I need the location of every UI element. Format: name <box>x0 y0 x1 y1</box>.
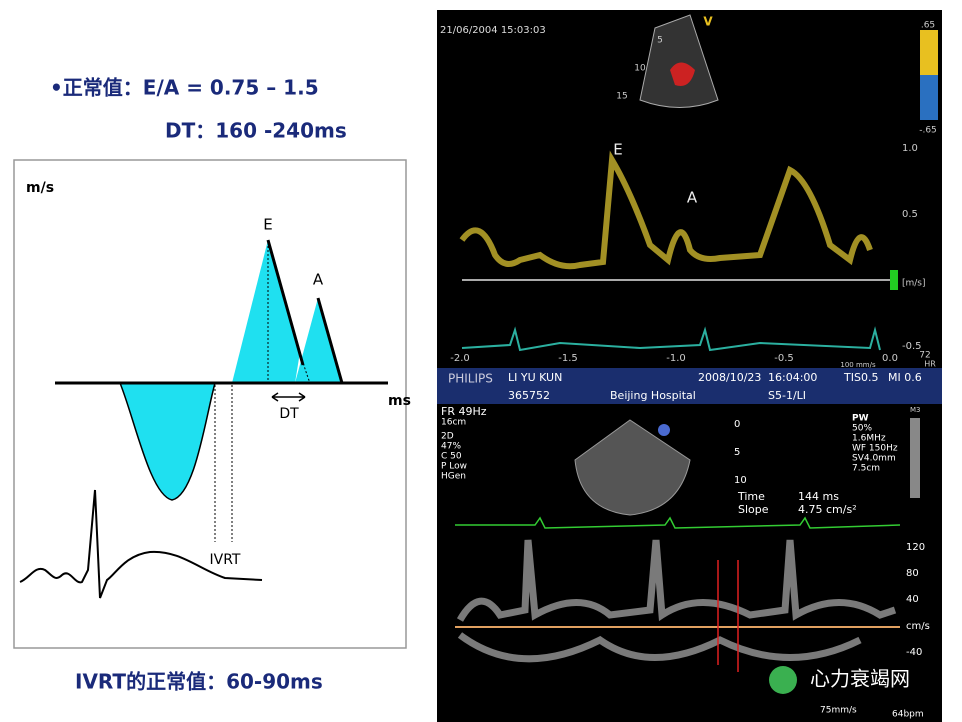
wave-label: A <box>313 271 324 289</box>
ecg-trace <box>455 516 901 529</box>
time-label: -1.0 <box>666 353 686 364</box>
velocity-label: -40 <box>906 647 922 658</box>
patient: LI YU KUN <box>508 371 562 384</box>
ecg-trace <box>19 489 263 599</box>
doppler-param: 7.5cm <box>852 464 880 474</box>
time-label: -0.5 <box>774 353 794 364</box>
echo-bottom-image <box>437 368 942 722</box>
image-param: C 50 <box>441 452 462 462</box>
doppler-spectrum <box>456 539 897 663</box>
sweep: 100 mm/s <box>840 361 876 369</box>
caliper-line <box>717 560 739 672</box>
depth-label: 15 <box>616 92 627 102</box>
time-label: 0.0 <box>882 353 898 364</box>
bpm: 64bpm <box>892 710 924 720</box>
depth-label: 5 <box>734 447 740 458</box>
wave-label: E <box>263 216 272 234</box>
velocity-label: -0.5 <box>902 341 922 352</box>
measurement: Time <box>737 490 765 503</box>
watermark: 心力衰竭网 <box>810 667 910 691</box>
velocity-label: 0.5 <box>902 209 918 220</box>
normal-range: DT：160 -240ms <box>165 119 347 143</box>
mi: MI 0.6 <box>888 371 922 384</box>
measurement: 144 ms <box>798 490 839 503</box>
echo-sector <box>574 419 691 516</box>
velocity-label: 40 <box>906 594 919 605</box>
dt-arrow <box>271 392 306 402</box>
depth-label: 0 <box>734 419 740 430</box>
probe-icon <box>658 424 670 436</box>
velocity-label: [m/s] <box>902 279 926 289</box>
image-param: 2D <box>441 432 454 442</box>
color-scale <box>920 75 938 120</box>
scale-label: -.65 <box>919 126 937 136</box>
velocity-label: 120 <box>906 542 925 553</box>
image-param: 16cm <box>441 418 466 428</box>
e-wave <box>232 240 300 383</box>
depth-label: 5 <box>657 36 663 46</box>
brand: PHILIPS <box>448 372 493 386</box>
heart-rate: 72 <box>919 351 930 361</box>
doppler-param: 50% <box>852 424 872 434</box>
color-flow <box>670 62 695 86</box>
measurement: Slope <box>738 503 769 516</box>
depth-label: 10 <box>634 64 646 74</box>
probe-mark: V <box>703 15 713 29</box>
scale-label: .65 <box>921 21 935 31</box>
ecg-trace <box>461 326 881 352</box>
tis: TIS0.5 <box>843 371 878 384</box>
watermark-logo <box>769 666 797 694</box>
depth-label: 10 <box>734 475 747 486</box>
time-label: -2.0 <box>450 353 470 364</box>
probe: S5-1/LI <box>768 389 806 402</box>
negative-wave <box>118 382 216 501</box>
timestamp: 21/06/2004 15:03:03 <box>440 25 546 36</box>
doppler-spectrum <box>459 150 873 270</box>
image-param: FR 49Hz <box>441 405 487 418</box>
image-param: P Low <box>441 462 467 472</box>
velocity-label: 1.0 <box>902 143 918 154</box>
velocity-label: cm/s <box>906 621 930 632</box>
hospital: Beijing Hospital <box>610 389 696 402</box>
normal-range: •正常值：E/A = 0.75 – 1.5 <box>50 76 319 100</box>
gray-scale <box>910 418 920 498</box>
measurement: 4.75 cm/s² <box>798 503 857 516</box>
doppler-param: WF 150Hz <box>852 444 898 454</box>
interval-label: DT <box>279 406 299 422</box>
wave-edge <box>266 239 344 384</box>
map: M3 <box>910 406 921 414</box>
echo-sector <box>639 14 719 108</box>
time-label: -1.5 <box>558 353 578 364</box>
baseline-marker <box>890 270 898 290</box>
axis-label: ms <box>388 393 411 409</box>
date: 2008/10/23 <box>698 371 761 384</box>
image-param: 47% <box>441 442 461 452</box>
doppler-param: SV4.0mm <box>852 454 896 464</box>
velocity-label: 80 <box>906 568 919 579</box>
time: 16:04:00 <box>768 371 817 384</box>
wave-label: E <box>613 141 622 159</box>
image-param: HGen <box>441 472 466 482</box>
heart-rate-label: HR <box>924 360 936 369</box>
header-band <box>437 368 942 404</box>
wave-label: A <box>687 189 698 207</box>
axis-label: m/s <box>26 180 54 196</box>
doppler-param: 1.6MHz <box>852 434 886 444</box>
doppler-param: PW <box>852 414 869 424</box>
interval-label: IVRT <box>210 552 241 568</box>
patient-id: 365752 <box>508 389 550 402</box>
a-wave <box>295 298 342 383</box>
normal-range: IVRT的正常值：60-90ms <box>75 670 323 694</box>
sweep: 75mm/s <box>820 706 857 716</box>
